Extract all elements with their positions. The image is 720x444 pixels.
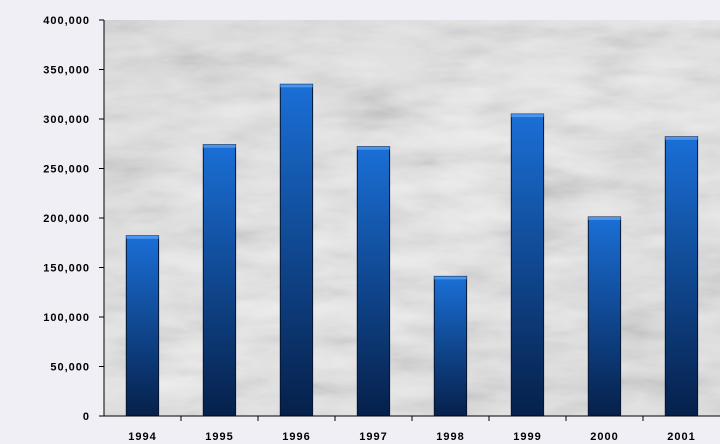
bar-2001 bbox=[664, 136, 699, 417]
y-tick-label-150000: 150,000 bbox=[43, 263, 90, 275]
y-tick-label-50000: 50,000 bbox=[50, 362, 90, 374]
x-tick-labels: 1994 1995 1996 1997 1998 1999 2000 2001 bbox=[128, 431, 695, 443]
bar-1998 bbox=[433, 275, 468, 417]
y-tick-label-200000: 200,000 bbox=[43, 213, 90, 225]
bar-1994 bbox=[125, 235, 160, 417]
bar-top-highlight-1998 bbox=[434, 276, 467, 280]
y-tick-label-250000: 250,000 bbox=[43, 164, 90, 176]
y-tick-label-0: 0 bbox=[83, 411, 90, 423]
bar-1997 bbox=[356, 146, 391, 417]
bar-2000 bbox=[587, 216, 622, 417]
bar-top-highlight-1995 bbox=[203, 144, 236, 148]
bar-top-highlight-2000 bbox=[588, 217, 621, 220]
bar-1999 bbox=[510, 113, 545, 417]
x-tick-label-2000: 2000 bbox=[590, 431, 618, 443]
bar-top-highlight-1997 bbox=[357, 146, 390, 150]
y-tick-label-400000: 400,000 bbox=[43, 15, 90, 27]
x-tick-label-1998: 1998 bbox=[436, 431, 464, 443]
axes-group bbox=[99, 19, 720, 421]
y-tick-label-350000: 350,000 bbox=[43, 65, 90, 77]
bars-group bbox=[125, 83, 699, 417]
bar-1995 bbox=[202, 144, 237, 417]
y-tick-labels: 0 50,000 100,000 150,000 200,000 250,000 300,0… bbox=[43, 15, 90, 423]
bar-top-highlight-1996 bbox=[280, 84, 313, 88]
x-tick-label-2001: 2001 bbox=[667, 431, 695, 443]
bar-1996 bbox=[279, 83, 314, 417]
y-tick-label-100000: 100,000 bbox=[43, 312, 90, 324]
x-tick-label-1997: 1997 bbox=[359, 431, 387, 443]
bar-top-highlight-2001 bbox=[665, 136, 698, 140]
x-tick-label-1996: 1996 bbox=[282, 431, 310, 443]
plot-area bbox=[104, 20, 720, 416]
bar-top-highlight-1994 bbox=[126, 235, 159, 239]
y-tick-label-300000: 300,000 bbox=[43, 114, 90, 126]
x-tick-label-1994: 1994 bbox=[128, 431, 156, 443]
bar-top-highlight-1999 bbox=[511, 114, 544, 118]
x-tick-label-1999: 1999 bbox=[513, 431, 541, 443]
x-tick-label-1995: 1995 bbox=[205, 431, 233, 443]
